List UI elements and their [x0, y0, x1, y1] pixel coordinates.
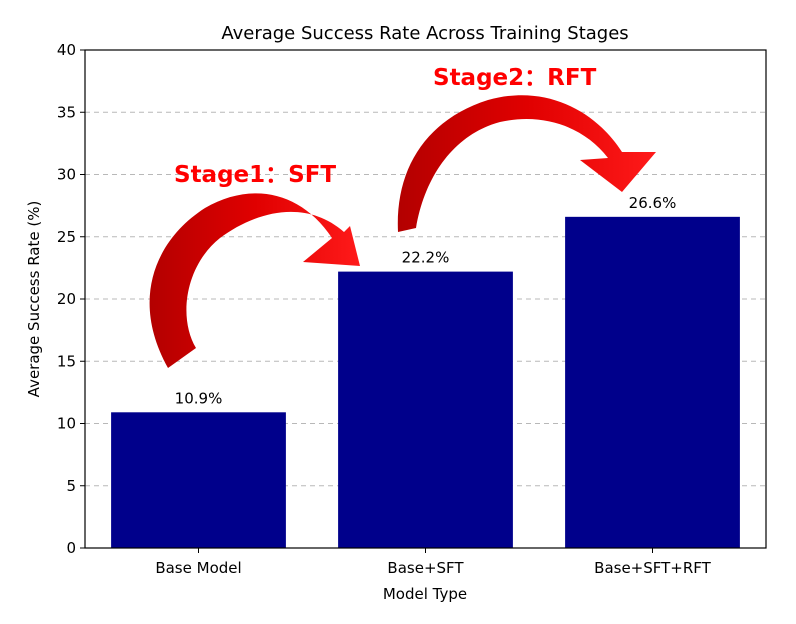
bars: 10.9% 22.2% 26.6%: [111, 194, 740, 548]
stage1-annotation: Stage1：SFT: [174, 162, 336, 188]
bar: [338, 271, 513, 548]
chart-title: Average Success Rate Across Training Sta…: [221, 23, 628, 44]
stage1-arrow-icon: [149, 193, 360, 368]
stage2-arrow-icon: [397, 95, 656, 232]
y-axis-label: Average Success Rate (%): [25, 201, 43, 398]
y-axis-ticks: 0 5 10 15 20 25 30 35 40: [57, 41, 85, 557]
bar-value-label: 26.6%: [629, 194, 677, 212]
plot-frame: [84, 49, 767, 549]
bar-value-label: 22.2%: [402, 249, 450, 267]
y-tick-label: 30: [57, 166, 76, 184]
y-tick-label: 15: [57, 352, 76, 370]
x-tick-label: Base+SFT: [387, 559, 464, 577]
x-tick-label: Base+SFT+RFT: [594, 559, 711, 577]
y-tick-label: 25: [57, 228, 76, 246]
x-axis-ticks: Base Model Base+SFT Base+SFT+RFT: [155, 548, 712, 577]
y-tick-label: 5: [66, 477, 76, 495]
x-tick-label: Base Model: [155, 559, 241, 577]
bar-value-label: 10.9%: [175, 389, 223, 407]
y-tick-label: 20: [57, 290, 76, 308]
y-tick-label: 40: [57, 41, 76, 59]
y-tick-label: 35: [57, 103, 76, 121]
y-tick-label: 0: [66, 539, 76, 557]
x-axis-label: Model Type: [383, 585, 467, 603]
bar: [565, 216, 740, 548]
stage2-annotation: Stage2：RFT: [433, 65, 597, 91]
bar: [111, 412, 286, 548]
y-tick-label: 10: [57, 415, 76, 433]
